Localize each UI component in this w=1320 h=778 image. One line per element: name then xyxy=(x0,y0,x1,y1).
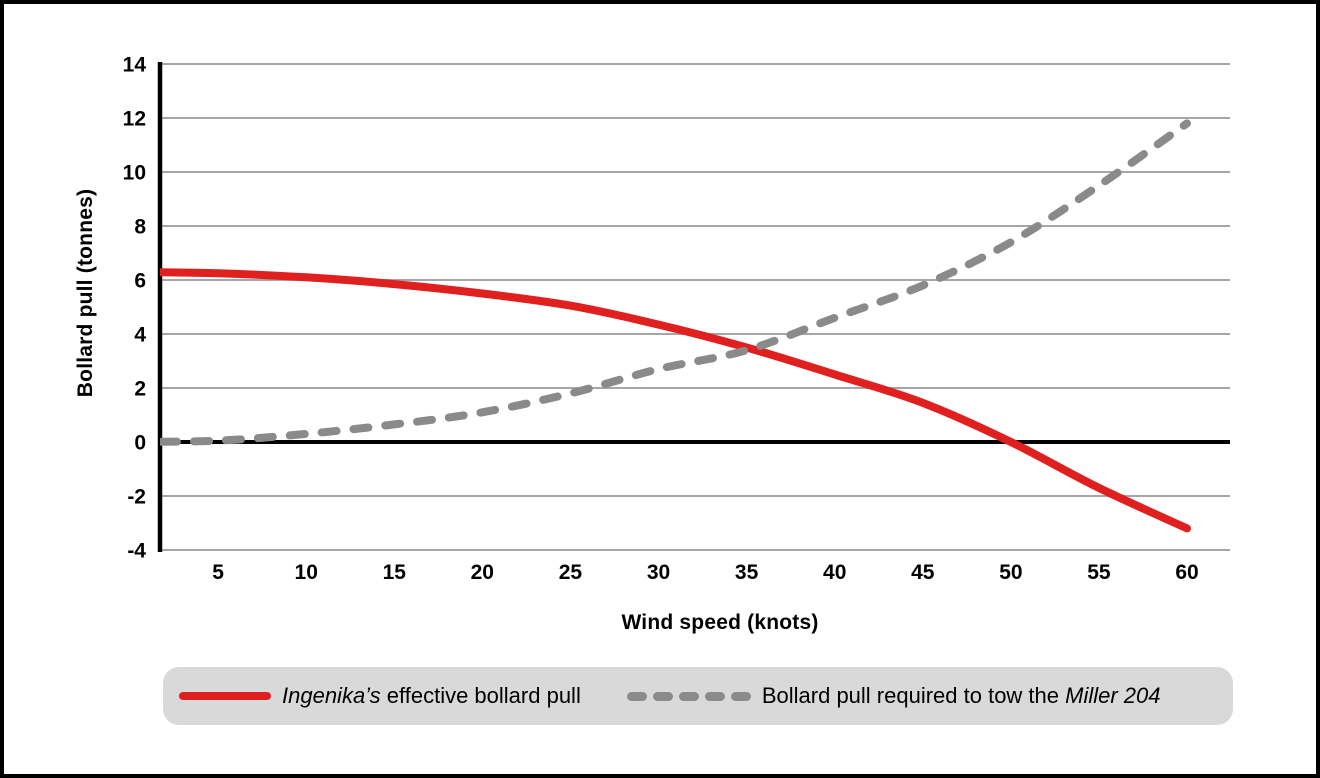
y-tick-label--2: -2 xyxy=(127,486,146,509)
y-tick-label-14: 14 xyxy=(123,54,147,77)
y-tick-label-10: 10 xyxy=(123,162,146,185)
series-line-dashed-gray xyxy=(160,119,1191,446)
x-tick-label-30: 30 xyxy=(647,561,670,584)
y-axis-title: Bollard pull (tonnes) xyxy=(74,188,97,398)
x-tick-label-55: 55 xyxy=(1087,561,1111,584)
legend-dash-pill xyxy=(678,691,699,701)
x-tick-label-40: 40 xyxy=(823,561,846,584)
legend-label-miller: Bollard pull required to tow the Miller … xyxy=(762,683,1161,709)
x-tick-label-50: 50 xyxy=(999,561,1022,584)
legend-solid-line-swatch xyxy=(179,692,271,700)
legend-label-ingenika-italic: Ingenika’s xyxy=(282,683,381,708)
legend-dash-pill xyxy=(704,691,725,701)
x-axis-title: Wind speed (knots) xyxy=(621,611,819,634)
y-tick-label-4: 4 xyxy=(134,324,146,347)
series-line-solid-red xyxy=(160,268,1191,533)
legend-label-miller-regular: Bollard pull required to tow the xyxy=(761,683,1066,708)
x-tick-label-25: 25 xyxy=(559,561,583,584)
legend-dash-pill xyxy=(730,691,751,701)
x-tick-label-15: 15 xyxy=(383,561,407,584)
legend-label-miller-italic: Miller 204 xyxy=(1065,683,1161,708)
y-tick-label-12: 12 xyxy=(123,108,146,131)
y-tick-label--4: -4 xyxy=(127,540,146,563)
y-tick-label-0: 0 xyxy=(134,432,146,455)
x-tick-label-20: 20 xyxy=(471,561,494,584)
chart-legend: Ingenika’s effective bollard pull Bollar… xyxy=(163,667,1233,725)
x-tick-label-10: 10 xyxy=(295,561,318,584)
legend-dashed-line-swatch xyxy=(626,691,751,701)
x-tick-label-45: 45 xyxy=(911,561,935,584)
legend-dash-pill xyxy=(652,691,673,701)
legend-label-ingenika-regular: effective bollard pull xyxy=(380,683,581,708)
x-tick-label-60: 60 xyxy=(1175,561,1198,584)
y-tick-label-2: 2 xyxy=(134,378,146,401)
y-tick-label-8: 8 xyxy=(134,216,146,239)
legend-dash-pill xyxy=(626,691,647,701)
y-tick-label-6: 6 xyxy=(134,270,146,293)
legend-label-ingenika: Ingenika’s effective bollard pull xyxy=(282,683,581,709)
x-tick-label-5: 5 xyxy=(212,561,224,584)
x-tick-label-35: 35 xyxy=(735,561,759,584)
